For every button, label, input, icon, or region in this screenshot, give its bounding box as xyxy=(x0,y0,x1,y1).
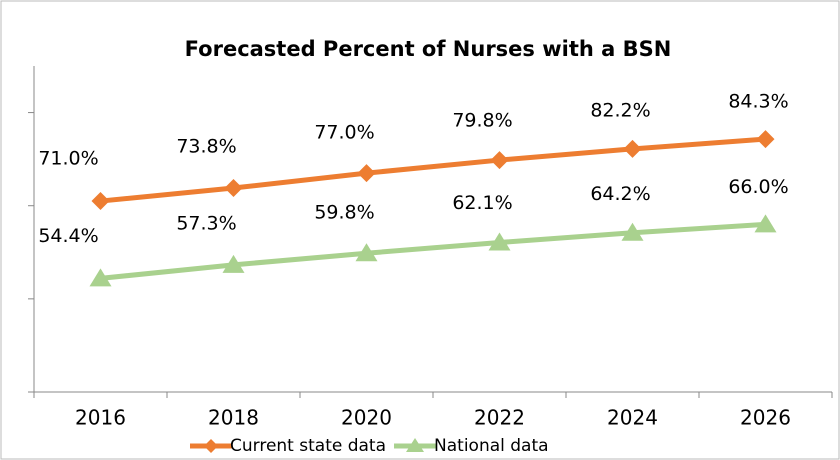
point xyxy=(357,164,376,183)
point xyxy=(89,268,112,287)
data-label: 77.0% xyxy=(314,122,374,144)
point xyxy=(224,179,243,198)
series-line xyxy=(100,136,766,204)
data-label: 84.3% xyxy=(728,91,788,113)
x-tick-label: 2016 xyxy=(75,406,126,430)
data-label: 71.0% xyxy=(38,148,98,170)
data-label: 59.8% xyxy=(314,202,374,224)
data-label: 66.0% xyxy=(728,176,788,198)
data-label: 57.3% xyxy=(176,212,236,234)
point xyxy=(488,232,511,251)
data-label: 82.2% xyxy=(590,99,650,121)
chart-title: Forecasted Percent of Nurses with a BSN xyxy=(185,37,672,61)
x-tick-label: 2018 xyxy=(208,406,259,430)
x-tick-label: 2026 xyxy=(740,406,791,430)
data-label: 64.2% xyxy=(590,183,650,205)
point xyxy=(621,222,644,241)
data-label: 73.8% xyxy=(176,136,236,158)
point xyxy=(623,139,642,158)
point xyxy=(756,130,775,149)
data-label: 79.8% xyxy=(452,110,512,132)
point xyxy=(754,214,777,233)
point xyxy=(355,243,378,262)
x-tick-label: 2022 xyxy=(474,406,525,430)
legend-label: Current state data xyxy=(230,436,386,456)
data-label: 54.4% xyxy=(38,225,98,247)
series-line xyxy=(100,221,766,281)
legend-marker xyxy=(204,439,218,453)
point xyxy=(91,192,110,211)
point xyxy=(222,254,245,273)
data-label: 62.1% xyxy=(452,192,512,214)
legend-label: National data xyxy=(434,436,549,456)
x-tick-label: 2024 xyxy=(607,406,658,430)
point xyxy=(490,151,509,170)
x-tick-label: 2020 xyxy=(341,406,392,430)
legend-marker xyxy=(406,438,425,452)
